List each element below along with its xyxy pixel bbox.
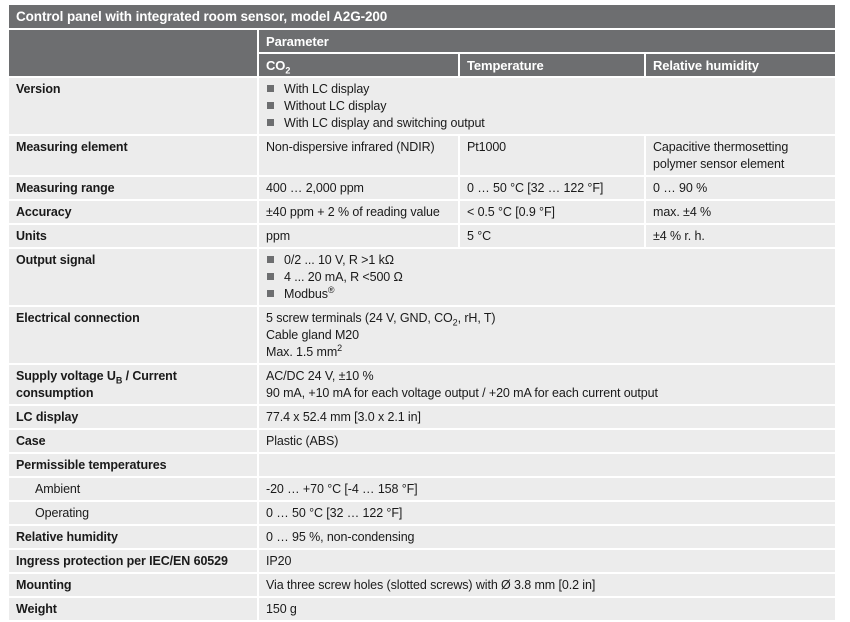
row-value: Via three screw holes (slotted screws) w… — [259, 574, 835, 596]
subscript: B — [115, 375, 123, 386]
cell-co2: Non-dispersive infrared (NDIR) — [259, 136, 458, 175]
list-item: Modbus — [284, 287, 328, 301]
table-row: Operating 0 … 50 °C [32 … 122 °F] — [9, 502, 835, 524]
row-label: Relative humidity — [9, 526, 257, 548]
row-value: IP20 — [259, 550, 835, 572]
table-row: Measuring range 400 … 2,000 ppm 0 … 50 °… — [9, 177, 835, 199]
row-value: 150 g — [259, 598, 835, 620]
text: , rH, T) — [457, 311, 496, 325]
text: Max. 1.5 mm — [266, 345, 338, 359]
table-row: Mounting Via three screw holes (slotted s… — [9, 574, 835, 596]
version-values: With LC display Without LC display With … — [259, 78, 835, 134]
row-label: Measuring range — [9, 177, 257, 199]
row-label: Supply voltage UB / Current consumption — [9, 365, 257, 404]
text-line: polymer sensor element — [653, 157, 785, 171]
row-label: Version — [9, 78, 257, 134]
row-label: Measuring element — [9, 136, 257, 175]
co2-text: CO — [266, 58, 286, 73]
text-line: Cable gland M20 — [266, 328, 360, 342]
text: 5 screw terminals (24 V, GND, CO — [266, 311, 453, 325]
table-title: Control panel with integrated room senso… — [9, 5, 835, 28]
row-label: LC display — [9, 406, 257, 428]
header-parameter: Parameter — [259, 30, 835, 52]
text-line: AC/DC 24 V, ±10 % — [266, 369, 374, 383]
row-value: 77.4 x 52.4 mm [3.0 x 2.1 in] — [259, 406, 835, 428]
header-blank — [9, 30, 257, 76]
cell-temp: Pt1000 — [460, 136, 644, 175]
text: Supply voltage U — [16, 369, 116, 383]
cell-rh: 0 … 90 % — [646, 177, 835, 199]
row-value: 0 … 50 °C [32 … 122 °F] — [259, 502, 835, 524]
row-label: Electrical connection — [9, 307, 257, 363]
row-label: Permissible temperatures — [9, 454, 257, 476]
text-line: Capacitive thermosetting — [653, 140, 789, 154]
table-row: LC display 77.4 x 52.4 mm [3.0 x 2.1 in] — [9, 406, 835, 428]
row-label: Mounting — [9, 574, 257, 596]
list-item: 0/2 ... 10 V, R >1 kΩ — [284, 253, 394, 267]
bullet-square-icon — [267, 85, 274, 92]
list-item: With LC display and switching output — [284, 116, 485, 130]
row-label: Accuracy — [9, 201, 257, 223]
header-temperature: Temperature — [460, 54, 644, 76]
table-row: Electrical connection 5 screw terminals … — [9, 307, 835, 363]
table-row: Accuracy ±40 ppm + 2 % of reading value … — [9, 201, 835, 223]
co2-subscript: 2 — [285, 65, 291, 76]
cell-temp: < 0.5 °C [0.9 °F] — [460, 201, 644, 223]
row-label: Ambient — [9, 478, 257, 500]
text-line: Max. 1.5 mm2 — [266, 342, 828, 361]
table-row: Output signal 0/2 ... 10 V, R >1 kΩ 4 ..… — [9, 249, 835, 305]
bullet-square-icon — [267, 290, 274, 297]
header-humidity: Relative humidity — [646, 54, 835, 76]
row-value: -20 … +70 °C [-4 … 158 °F] — [259, 478, 835, 500]
registered-mark: ® — [327, 284, 335, 295]
row-label: Operating — [9, 502, 257, 524]
table-row: Measuring element Non-dispersive infrare… — [9, 136, 835, 175]
row-value — [259, 454, 835, 476]
bullet-square-icon — [267, 256, 274, 263]
bullet-square-icon — [267, 119, 274, 126]
table-row: Ambient -20 … +70 °C [-4 … 158 °F] — [9, 478, 835, 500]
electrical-values: 5 screw terminals (24 V, GND, CO2, rH, T… — [259, 307, 835, 363]
superscript: 2 — [337, 342, 343, 353]
bullet-square-icon — [267, 273, 274, 280]
row-value: 0 … 95 %, non-condensing — [259, 526, 835, 548]
list-item: With LC display — [284, 82, 370, 96]
cell-temp: 0 … 50 °C [32 … 122 °F] — [460, 177, 644, 199]
supply-values: AC/DC 24 V, ±10 % 90 mA, +10 mA for each … — [259, 365, 835, 404]
cell-rh: max. ±4 % — [646, 201, 835, 223]
cell-co2: 400 … 2,000 ppm — [259, 177, 458, 199]
cell-co2: ppm — [259, 225, 458, 247]
spec-table: Control panel with integrated room senso… — [7, 3, 837, 622]
table-row: Ingress protection per IEC/EN 60529 IP20 — [9, 550, 835, 572]
cell-co2: ±40 ppm + 2 % of reading value — [259, 201, 458, 223]
bullet-square-icon — [267, 102, 274, 109]
text: / Current — [122, 369, 177, 383]
list-item: Without LC display — [284, 99, 387, 113]
output-values: 0/2 ... 10 V, R >1 kΩ 4 ... 20 mA, R <50… — [259, 249, 835, 305]
text: consumption — [16, 386, 94, 400]
table-row: Relative humidity 0 … 95 %, non-condensin… — [9, 526, 835, 548]
row-label: Weight — [9, 598, 257, 620]
table-row: Case Plastic (ABS) — [9, 430, 835, 452]
cell-temp: 5 °C — [460, 225, 644, 247]
table-row: Units ppm 5 °C ±4 % r. h. — [9, 225, 835, 247]
text-line: 5 screw terminals (24 V, GND, CO2, rH, T… — [266, 310, 828, 327]
row-label: Output signal — [9, 249, 257, 305]
list-item: 4 ... 20 mA, R <500 Ω — [284, 270, 403, 284]
subscript: 2 — [452, 317, 458, 328]
table-row: Version With LC display Without LC displ… — [9, 78, 835, 134]
table-row: Permissible temperatures — [9, 454, 835, 476]
row-label: Units — [9, 225, 257, 247]
row-value: Plastic (ABS) — [259, 430, 835, 452]
row-label: Case — [9, 430, 257, 452]
cell-rh: ±4 % r. h. — [646, 225, 835, 247]
row-label: Ingress protection per IEC/EN 60529 — [9, 550, 257, 572]
table-row: Weight 150 g — [9, 598, 835, 620]
header-co2: CO2 — [259, 54, 458, 76]
table-row: Supply voltage UB / Current consumption A… — [9, 365, 835, 404]
text-line: 90 mA, +10 mA for each voltage output / … — [266, 386, 658, 400]
cell-rh: Capacitive thermosetting polymer sensor e… — [646, 136, 835, 175]
